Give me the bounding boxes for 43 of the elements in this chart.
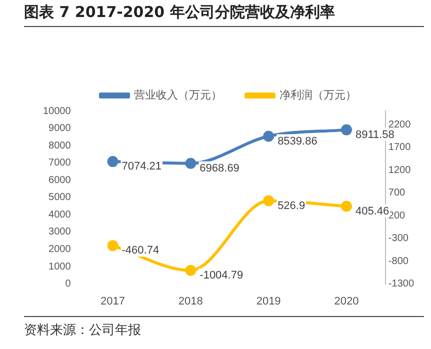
x-tick-label: 2020 [334,295,359,308]
text: 资料来源：公司年报 [24,316,424,339]
y-tick-label: 9000 [48,123,72,134]
data-label: 526.9 [278,200,306,212]
y-tick-label: 7000 [48,158,72,169]
legend-label: 净利润（万元） [280,88,356,102]
y-tick-label: 1000 [48,261,72,272]
point [107,240,118,252]
data-label: 7074.21 [122,160,162,173]
y2-tick-label: -800 [388,256,409,267]
point [340,124,352,136]
point [340,200,352,212]
y-tick-label: 4000 [48,209,72,220]
y2-tick-label: 700 [388,188,406,199]
y2-tick-label: -300 [388,233,409,244]
y-tick-label: 10000 [42,106,72,117]
data-label: -1004.79 [200,269,244,282]
y-tick-label: 0 [65,278,72,290]
data-label: 6968.69 [200,162,240,174]
point [185,158,196,169]
y2-tick-label: 1700 [388,142,412,154]
x-tick-label: 2017 [100,295,125,308]
point [263,130,274,142]
y2-tick-label: -1300 [388,278,414,290]
y2-tick-label: 200 [388,210,406,222]
y-tick-label: 5000 [48,192,72,204]
data-label: 405.46 [355,205,390,218]
data-label: 8911.58 [355,128,394,141]
y-tick-label: 3000 [48,226,72,238]
y2-tick-label: 2200 [388,119,412,130]
data-label: 8539.86 [278,135,318,148]
y-tick-label: 2000 [48,244,72,255]
point [185,264,196,276]
data-label: -460.74 [122,244,160,257]
y2-tick-label: 1200 [388,164,412,176]
x-tick-label: 2018 [178,295,203,308]
x-tick-label: 2019 [256,295,281,308]
point [107,156,118,168]
point [263,195,274,206]
y-tick-label: 6000 [48,174,72,186]
y-tick-label: 8000 [48,140,72,152]
chart-title: 图表 7 2017-2020 年公司分院营收及净利率 [24,2,424,27]
legend-label: 营业收入（万元） [134,88,222,102]
